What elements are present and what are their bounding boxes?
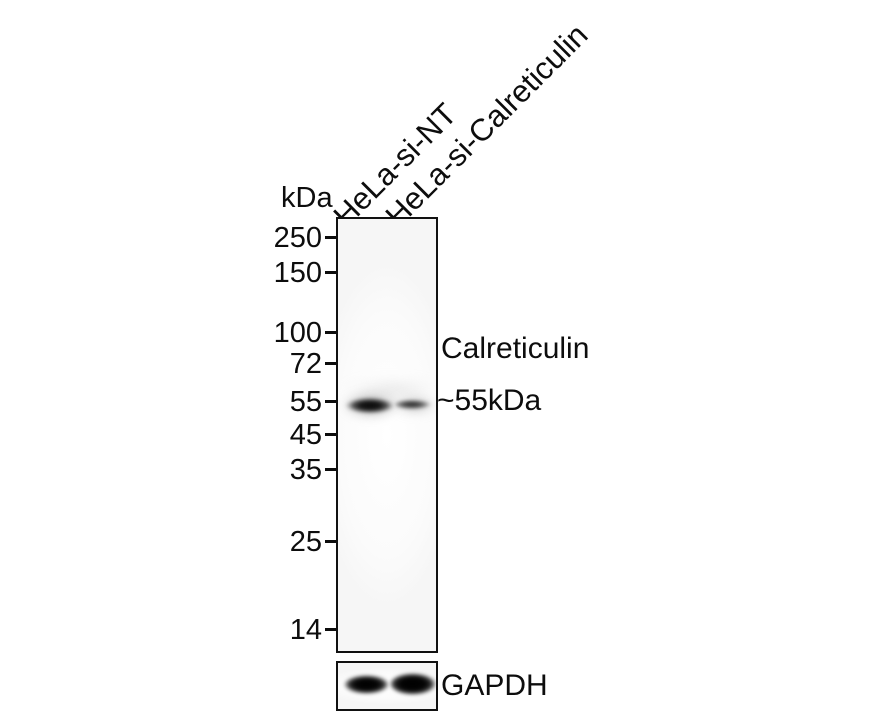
kda-unit-caption: kDa — [281, 182, 333, 214]
ladder-row: 25 — [290, 527, 336, 557]
annotation-calreticulin-mw: ~55kDa — [437, 384, 542, 417]
ladder-row: 150 — [274, 258, 336, 288]
ladder-row: 55 — [290, 387, 336, 417]
ladder-tick-icon — [325, 270, 336, 274]
ladder-tick-icon — [325, 330, 336, 334]
ladder-tick-icon — [325, 627, 336, 631]
band-calreticulin-lane1 — [345, 397, 395, 414]
ladder-value: 150 — [273, 256, 322, 289]
ladder-value: 14 — [289, 613, 322, 646]
ladder-row: 14 — [290, 615, 336, 645]
ladder-value: 25 — [289, 525, 322, 558]
ladder-value: 55 — [289, 385, 322, 418]
panel-background — [338, 219, 436, 651]
ladder-row: 35 — [290, 455, 336, 485]
ladder-tick-icon — [325, 467, 336, 471]
ladder-tick-icon — [325, 432, 336, 436]
ladder-row: 250 — [274, 223, 336, 253]
band-gapdh-lane1 — [344, 675, 389, 694]
ladder-row: 45 — [290, 420, 336, 450]
ladder-tick-icon — [325, 361, 336, 365]
blot-panel-gapdh — [336, 661, 438, 711]
band-calreticulin-lane2 — [394, 399, 434, 410]
ladder-value: 72 — [289, 347, 322, 380]
ladder-value: 45 — [289, 418, 322, 451]
blot-panel-calreticulin — [336, 217, 438, 653]
annotation-gapdh: GAPDH — [441, 669, 548, 702]
ladder-row: 100 — [274, 318, 336, 348]
annotation-calreticulin: Calreticulin — [441, 332, 590, 365]
ladder-value: 100 — [273, 316, 322, 349]
ladder-row: 72 — [290, 349, 336, 379]
ladder-value: 35 — [289, 453, 322, 486]
ladder-tick-icon — [325, 539, 336, 543]
molecular-weight-ladder: 250 150 100 72 55 45 35 25 — [255, 217, 336, 653]
band-gapdh-lane2 — [390, 673, 436, 695]
ladder-tick-icon — [325, 235, 336, 239]
background-smear — [342, 369, 434, 399]
ladder-value: 250 — [273, 221, 322, 254]
ladder-tick-icon — [325, 399, 336, 403]
